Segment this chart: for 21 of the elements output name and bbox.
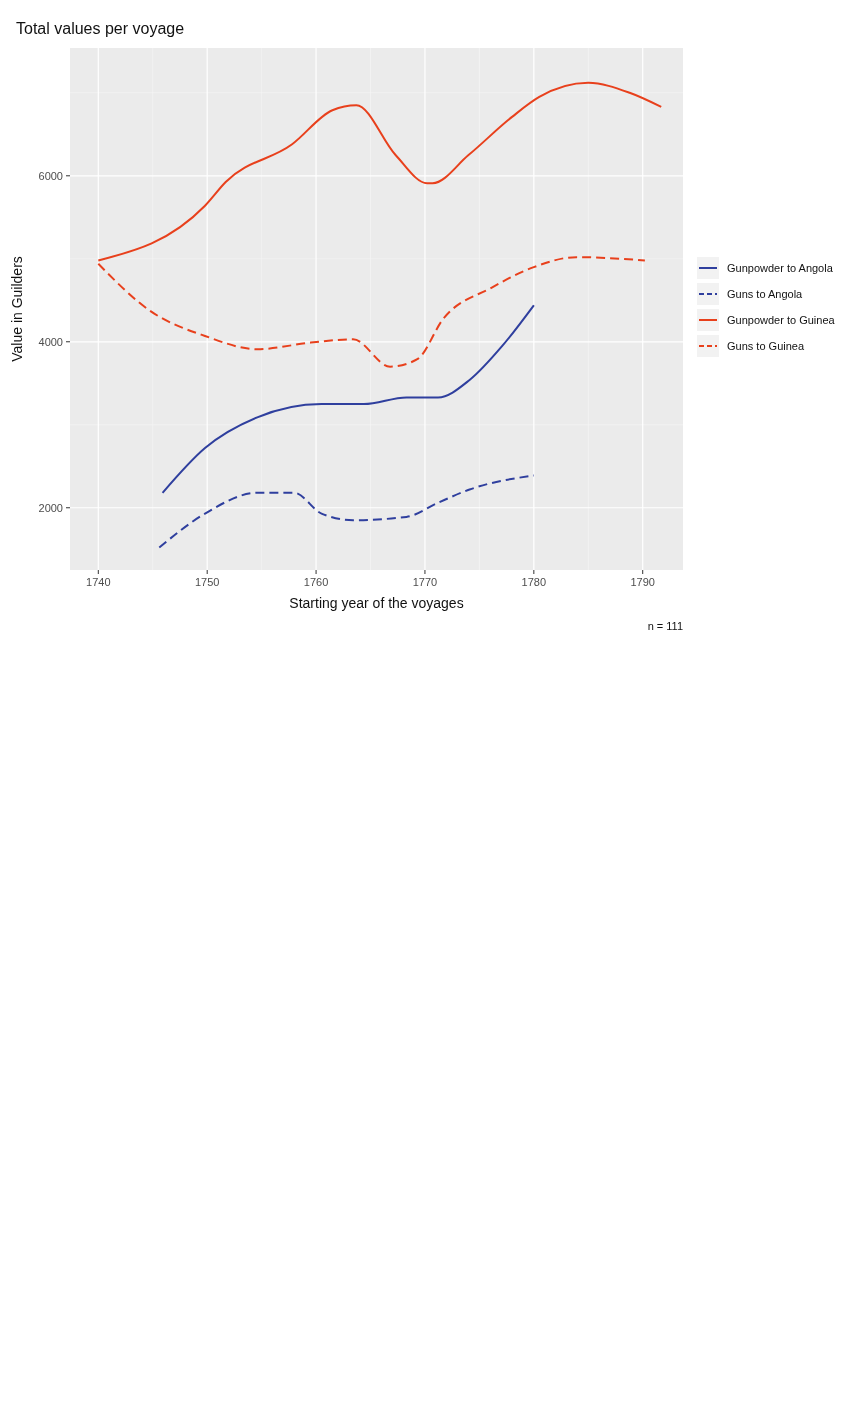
chart-title: Total values per voyage	[16, 20, 185, 37]
x-tick-label: 1790	[630, 576, 655, 588]
y-tick-label: 6000	[38, 169, 63, 182]
line-series	[161, 304, 535, 494]
x-tick-label: 1780	[521, 576, 547, 588]
x-tick-label: 1750	[194, 576, 220, 588]
legend-label: Gunpowder to Angola	[727, 261, 834, 274]
legend-label: Guns to Angola	[727, 287, 804, 300]
line-series	[97, 81, 663, 262]
x-tick-label: 1740	[86, 576, 111, 588]
x-tick-label: 1770	[412, 576, 438, 588]
text: n = 111	[647, 620, 683, 632]
legend-label: Guns to Guinea	[727, 339, 805, 352]
line-series	[97, 256, 646, 368]
x-tick-label: 1760	[303, 576, 329, 588]
line-series	[158, 474, 535, 549]
y-tick-label: 2000	[38, 501, 63, 514]
y-axis-title: Value in Guilders	[9, 256, 25, 362]
legend-label: Gunpowder to Guinea	[727, 313, 836, 326]
x-axis-title: Starting year of the voyages	[289, 595, 464, 611]
y-tick-label: 4000	[38, 335, 63, 348]
